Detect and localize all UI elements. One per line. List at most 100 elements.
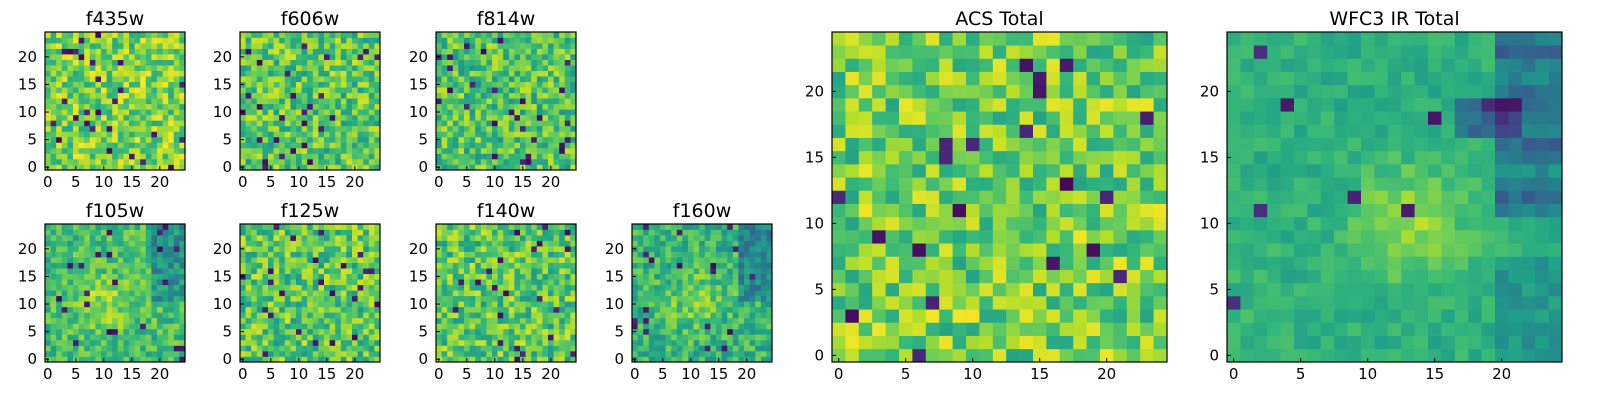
heatmap-cell	[329, 125, 336, 132]
heatmap-cell	[284, 224, 291, 230]
heatmap-cell	[78, 37, 85, 44]
heatmap-cell	[925, 309, 940, 323]
heatmap-cell	[290, 301, 297, 308]
heatmap-cell	[480, 114, 487, 121]
heatmap-cell	[710, 279, 717, 286]
heatmap-cell	[899, 243, 913, 257]
heatmap-cell	[475, 290, 482, 297]
heatmap-cell	[157, 273, 163, 280]
heatmap-cell	[1046, 177, 1061, 191]
heatmap-cell	[564, 306, 571, 313]
heatmap-cell	[346, 339, 353, 346]
heatmap-cell	[363, 98, 370, 105]
heatmap-cell	[648, 301, 655, 308]
heatmap-cell	[441, 279, 448, 286]
heatmap-cell	[106, 339, 113, 346]
heatmap-cell	[514, 273, 521, 280]
heatmap-cell	[123, 273, 130, 280]
heatmap-cell	[179, 37, 186, 44]
heatmap-cell	[548, 235, 554, 241]
heatmap-cell	[952, 348, 967, 363]
heatmap-cell	[301, 114, 308, 121]
heatmap-cell	[129, 153, 135, 160]
heatmap-cell	[1006, 150, 1020, 165]
heatmap-cell	[324, 70, 330, 77]
heatmap-cell	[447, 153, 454, 160]
heatmap-cell	[78, 323, 85, 330]
heatmap-cell	[1059, 256, 1074, 270]
heatmap-cell	[716, 339, 722, 346]
heatmap-cell	[89, 131, 96, 138]
heatmap-cell	[925, 296, 940, 310]
heatmap-cell	[329, 323, 336, 330]
heatmap-cell	[374, 54, 381, 60]
heatmap-cell	[240, 345, 246, 352]
heatmap-cell	[441, 356, 448, 363]
heatmap-cell	[643, 323, 650, 330]
heatmap-cell	[966, 335, 980, 350]
heatmap-cell	[559, 273, 566, 280]
heatmap-cell	[1033, 203, 1047, 218]
heatmap-cell	[67, 273, 74, 280]
heatmap-cell	[885, 309, 900, 323]
heatmap-cell	[284, 37, 291, 44]
heatmap-cell	[363, 120, 370, 127]
heatmap-cell	[129, 98, 135, 105]
heatmap-cell	[179, 350, 186, 357]
heatmap-cell	[307, 59, 314, 66]
heatmap-cell	[50, 323, 57, 330]
heatmap-cell	[301, 153, 308, 160]
heatmap-cell	[324, 153, 330, 160]
heatmap-cell	[436, 306, 442, 313]
heatmap-cell	[50, 339, 57, 346]
heatmap-cell	[508, 125, 515, 132]
heatmap-cell	[45, 131, 51, 138]
heatmap-cell	[1046, 203, 1061, 218]
heatmap-cell	[273, 257, 280, 263]
heatmap-cell	[61, 114, 68, 121]
heatmap-cell	[162, 262, 169, 269]
heatmap-cell	[357, 87, 364, 94]
heatmap-cell	[296, 153, 302, 160]
heatmap-cell	[268, 54, 274, 60]
heatmap-cell	[492, 43, 498, 49]
heatmap-cell	[531, 87, 538, 94]
heatmap-cell	[447, 87, 454, 94]
heatmap-cell	[832, 203, 846, 218]
heatmap-cell	[514, 164, 521, 171]
heatmap-cell	[78, 339, 85, 346]
heatmap-cell	[497, 92, 504, 99]
heatmap-cell	[464, 334, 470, 341]
heatmap-cell	[469, 147, 476, 154]
heatmap-cell	[693, 339, 700, 346]
heatmap-cell	[548, 312, 554, 319]
heatmap-cell	[525, 87, 532, 94]
heatmap-cell	[1126, 190, 1141, 204]
heatmap-cell	[346, 87, 353, 94]
heatmap-cell	[279, 120, 286, 127]
heatmap-cell	[95, 334, 102, 341]
x-tick-label: 0	[238, 173, 248, 191]
heatmap-cell	[140, 109, 147, 116]
heatmap-cell	[157, 224, 163, 230]
heatmap-cell	[559, 125, 566, 132]
heatmap-cell	[346, 92, 353, 99]
heatmap-cell	[536, 312, 543, 319]
heatmap-cell	[1033, 124, 1047, 138]
heatmap-cell	[553, 98, 560, 105]
heatmap-cell	[1126, 230, 1141, 244]
heatmap-cell	[1006, 269, 1020, 284]
heatmap-cell	[256, 279, 263, 286]
heatmap-cell	[1033, 150, 1047, 165]
heatmap-cell	[157, 92, 163, 99]
heatmap-cell	[307, 246, 314, 252]
heatmap-cell	[716, 240, 722, 247]
heatmap-cell	[307, 350, 314, 357]
heatmap-cell	[129, 229, 135, 236]
heatmap-cell	[240, 153, 246, 160]
heatmap-cell	[346, 98, 353, 105]
heatmap-cell	[1073, 256, 1087, 270]
heatmap-cell	[318, 339, 325, 346]
heatmap-cell	[992, 282, 1007, 297]
heatmap-cell	[469, 350, 476, 357]
